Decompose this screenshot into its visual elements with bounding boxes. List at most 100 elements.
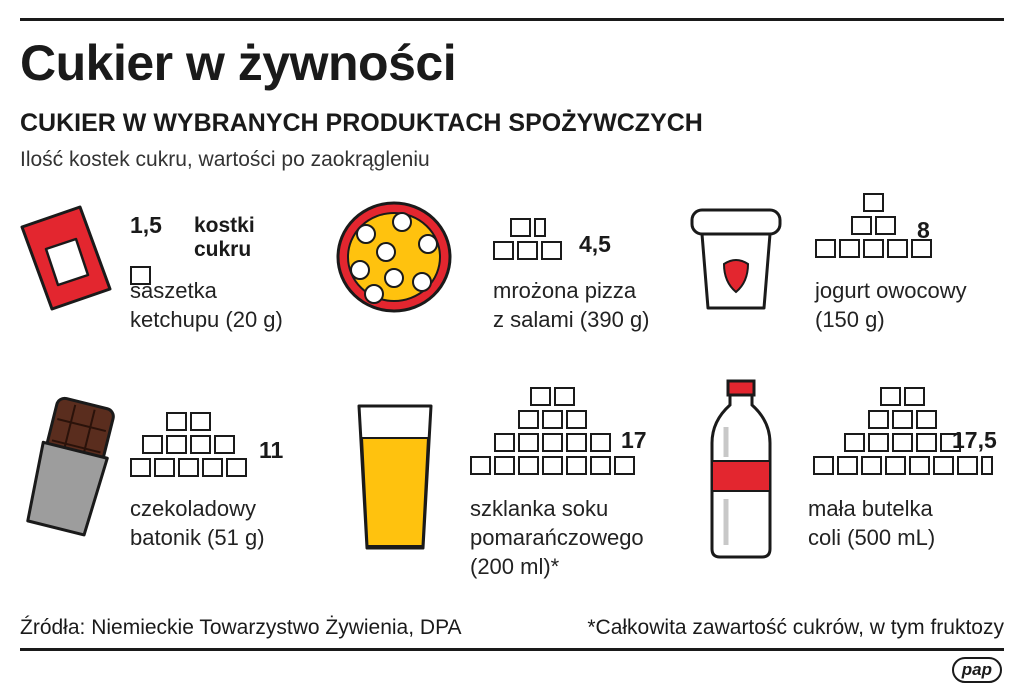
sugar-cube [863,193,884,212]
sugar-cube [892,410,913,429]
sugar-cube [202,458,223,477]
sugar-cube [470,456,491,475]
sugar-cube [494,433,515,452]
sugar-cube [851,216,872,235]
value-ketchup: 1,5 [130,212,162,238]
sugar-cube [542,456,563,475]
sugar-cube [566,433,587,452]
sugar-cube [884,456,906,475]
bottom-rule [20,648,1004,651]
sugar-cube [154,458,175,477]
sugar-cube [868,433,889,452]
value-cola: 17,5 [952,427,997,453]
sugar-cube [940,433,961,452]
sugar-cube [166,435,187,454]
pap-logo: pap [951,657,1002,683]
sugar-cube [226,458,247,477]
unit-line-1: kostki [194,214,255,237]
sugar-cube [916,433,937,452]
sugar-cube [860,456,882,475]
unit-label: kostki cukru [194,214,255,262]
sugar-cube [130,458,151,477]
sugar-cube [887,239,908,258]
sugar-cube [590,433,611,452]
sugar-cube [190,435,211,454]
label-juice: szklanka soku pomarańczowego (200 ml)* [470,494,644,581]
juice-glass-icon [357,404,433,550]
sugar-cube [554,387,575,406]
sugar-cube [542,433,563,452]
sugar-cube [493,241,514,260]
sugar-cube [541,241,562,260]
label-line: pomarańczowego [470,525,644,550]
value-juice: 17 [621,427,647,453]
label-line: mrożona pizza [493,278,637,303]
sugar-cube [178,458,199,477]
ketchup-sachet-icon [20,205,112,311]
sugar-cube [614,456,635,475]
label-cola: mała butelka coli (500 mL) [808,494,935,552]
sugar-cube [908,456,930,475]
sugar-cube [904,387,925,406]
page-title: Cukier w żywności [20,35,457,91]
page-note: Ilość kostek cukru, wartości po zaokrągl… [20,148,430,171]
label-line: z salami (390 g) [493,307,650,332]
sugar-cube [142,435,163,454]
sugar-cube [868,410,889,429]
label-line: (150 g) [815,307,885,332]
sugar-cube [130,266,151,285]
unit-line-2: cukru [194,238,252,261]
sugar-cube [190,412,211,431]
sugar-cube [517,241,538,260]
value-yogurt: 8 [917,217,930,243]
sugar-cube [839,239,860,258]
sugar-cube [875,216,896,235]
label-line: batonik (51 g) [130,525,265,550]
sugar-cube [166,412,187,431]
label-pizza: mrożona pizza z salami (390 g) [493,276,650,334]
sugar-cube [956,456,978,475]
sugar-cube [836,456,858,475]
sugar-cube [518,433,539,452]
sugar-cube [815,239,836,258]
pizza-icon [336,201,452,313]
sugar-cube [812,456,834,475]
label-line: jogurt owocowy [815,278,967,303]
label-line: ketchupu (20 g) [130,307,283,332]
sugar-cube [214,435,235,454]
sugar-cube [590,456,611,475]
sugar-cube [518,410,539,429]
half-sugar-cube [533,218,546,237]
sugar-cube [892,433,913,452]
value-pizza: 4,5 [579,231,611,257]
sugar-cube [494,456,515,475]
label-line: szklanka soku [470,496,609,521]
sugar-cube [880,387,901,406]
half-sugar-cube [980,456,993,475]
label-ketchup: saszetka ketchupu (20 g) [130,276,283,334]
sugar-cube [916,410,937,429]
cola-bottle-icon [710,379,772,559]
sugar-cube [911,239,932,258]
source-text: Źródła: Niemieckie Towarzystwo Żywienia,… [20,616,462,639]
sugar-cube [844,433,865,452]
sugar-cube [566,456,587,475]
top-rule [20,18,1004,21]
sugar-cube [932,456,954,475]
chocolate-bar-icon [26,396,115,537]
label-line: coli (500 mL) [808,525,936,550]
label-yogurt: jogurt owocowy (150 g) [815,276,967,334]
label-line: mała butelka [808,496,933,521]
yogurt-cup-icon [690,208,782,310]
sugar-cube [509,218,531,237]
label-line: (200 ml)* [470,554,560,579]
label-line: czekoladowy [130,496,256,521]
footnote-text: *Całkowita zawartość cukrów, w tym frukt… [587,616,1004,639]
value-chocolate: 11 [259,437,284,463]
sugar-cube [566,410,587,429]
label-chocolate: czekoladowy batonik (51 g) [130,494,265,552]
sugar-cube [518,456,539,475]
sugar-cube [530,387,551,406]
label-line: saszetka [130,278,217,303]
page-subtitle: CUKIER W WYBRANYCH PRODUKTACH SPOŻYWCZYC… [20,109,703,137]
